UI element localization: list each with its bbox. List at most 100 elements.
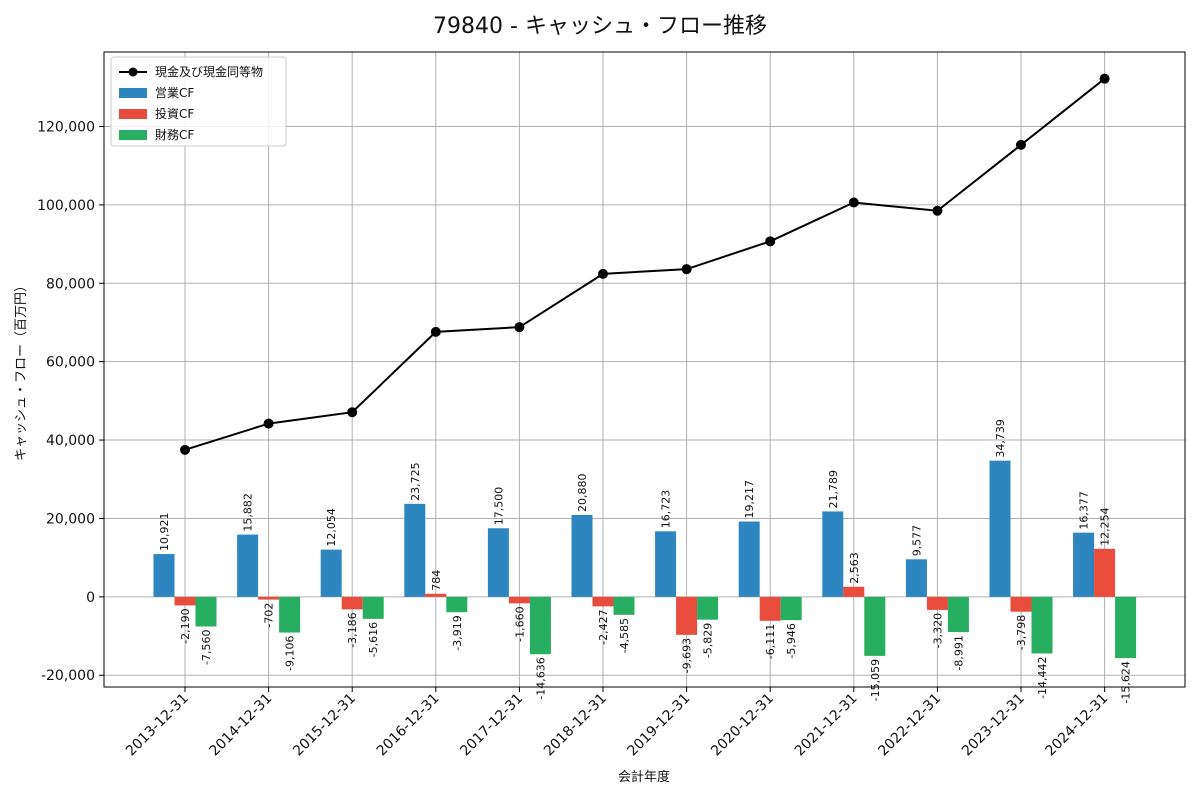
bar [341,596,363,610]
bar [279,596,301,633]
x-axis-label: 会計年度 [618,769,670,785]
data-label: -9,106 [284,636,297,671]
x-tick-label: 2023-12-31 [959,691,1028,760]
bar [864,596,886,656]
x-tick-label: 2015-12-31 [290,691,359,760]
data-label: -5,616 [367,622,380,657]
bar [425,593,447,597]
cash-point [932,205,943,216]
data-label: -14,442 [1036,656,1049,698]
plot-frame [103,51,1186,688]
bar [529,596,551,655]
cash-point [1099,73,1110,84]
data-label: -14,636 [534,657,547,699]
data-label: 10,921 [158,513,171,552]
data-label: 16,377 [1078,491,1091,530]
data-label: -5,946 [785,623,798,658]
bar [613,596,635,615]
data-label: 15,882 [242,493,255,532]
y-tick-label: 0 [86,590,95,606]
cash-point [848,197,859,208]
bar [655,531,677,597]
x-tick-label: 2022-12-31 [875,691,944,760]
bar [780,596,802,621]
bar [1010,596,1032,612]
bars-layer [153,460,1137,659]
legend-swatch [119,130,147,140]
cash-point [681,264,692,275]
bar [258,596,280,600]
bar [843,586,865,597]
data-label: 16,723 [660,490,673,529]
bar [571,515,593,597]
bar [174,596,196,606]
data-label: 12,054 [325,508,338,547]
legend-swatch [119,88,147,98]
data-label: 23,725 [409,462,422,501]
grid-layer [104,52,1185,687]
data-label: -2,190 [179,608,192,643]
x-tick-label: 2017-12-31 [457,691,526,760]
bar [1073,532,1095,597]
bar [592,596,614,607]
cash-point [180,444,190,455]
cash-line [184,77,1106,451]
bar [676,596,698,635]
bar [404,503,426,597]
y-tick-label: 80,000 [46,276,95,292]
bar [1115,596,1137,659]
data-label: 12,254 [1099,507,1112,546]
cash-point [1016,139,1026,150]
data-label: -702 [263,603,276,628]
cash-point [514,322,525,333]
legend-label: 営業CF [155,86,194,100]
y-axis-label: キャッシュ・フロー（百万円） [14,279,29,461]
data-label: -7,560 [200,629,213,664]
bar [905,559,927,597]
data-label: -15,624 [1120,661,1133,703]
data-label: 784 [430,570,443,591]
bar [738,521,760,597]
bar [237,534,259,597]
legend-label: 現金及び現金同等物 [155,64,263,79]
y-tick-label: 20,000 [46,511,95,527]
data-label: -5,829 [702,623,715,658]
data-label: -4,585 [618,618,631,653]
legend-box [110,56,287,147]
legend-marker [128,67,138,77]
bar [1094,548,1116,597]
data-label: 20,880 [576,474,589,513]
x-tick-label: 2019-12-31 [625,691,694,760]
data-labels-layer: 10,921 15,882 12,054 23,725 17,500 20,880 16,7… [158,419,1133,703]
x-tick-label: 2016-12-31 [374,691,443,760]
data-label: -3,798 [1015,615,1028,650]
bar [153,554,175,597]
data-label: 19,217 [743,480,756,519]
legend-label: 投資CF [155,106,194,121]
bar [487,528,509,597]
data-label: -1,660 [513,606,526,641]
legend-label: 財務CF [155,127,194,142]
x-tick-label: 2018-12-31 [541,691,610,760]
bar [362,596,384,619]
data-label: -2,427 [597,609,610,644]
bar [697,596,719,620]
cash-point [765,236,776,247]
x-tick-label: 2021-12-31 [792,691,861,760]
x-axis: 2013-12-31 2014-12-31 2015-12-31 2016-12-31… [123,687,1111,759]
data-label: 2,563 [848,552,861,584]
y-tick-label: -20,000 [41,668,95,684]
legend-swatch [119,109,147,119]
x-tick-label: 2014-12-31 [207,691,276,760]
bar [759,596,781,621]
y-tick-label: 40,000 [46,433,95,449]
bar [989,460,1011,597]
x-tick-label: 2013-12-31 [123,691,192,760]
bar [947,596,969,633]
data-label: 34,739 [994,419,1007,458]
x-tick-label: 2024-12-31 [1043,691,1112,760]
data-label: -3,320 [931,613,944,648]
cash-point [347,407,358,418]
bar [446,596,468,613]
